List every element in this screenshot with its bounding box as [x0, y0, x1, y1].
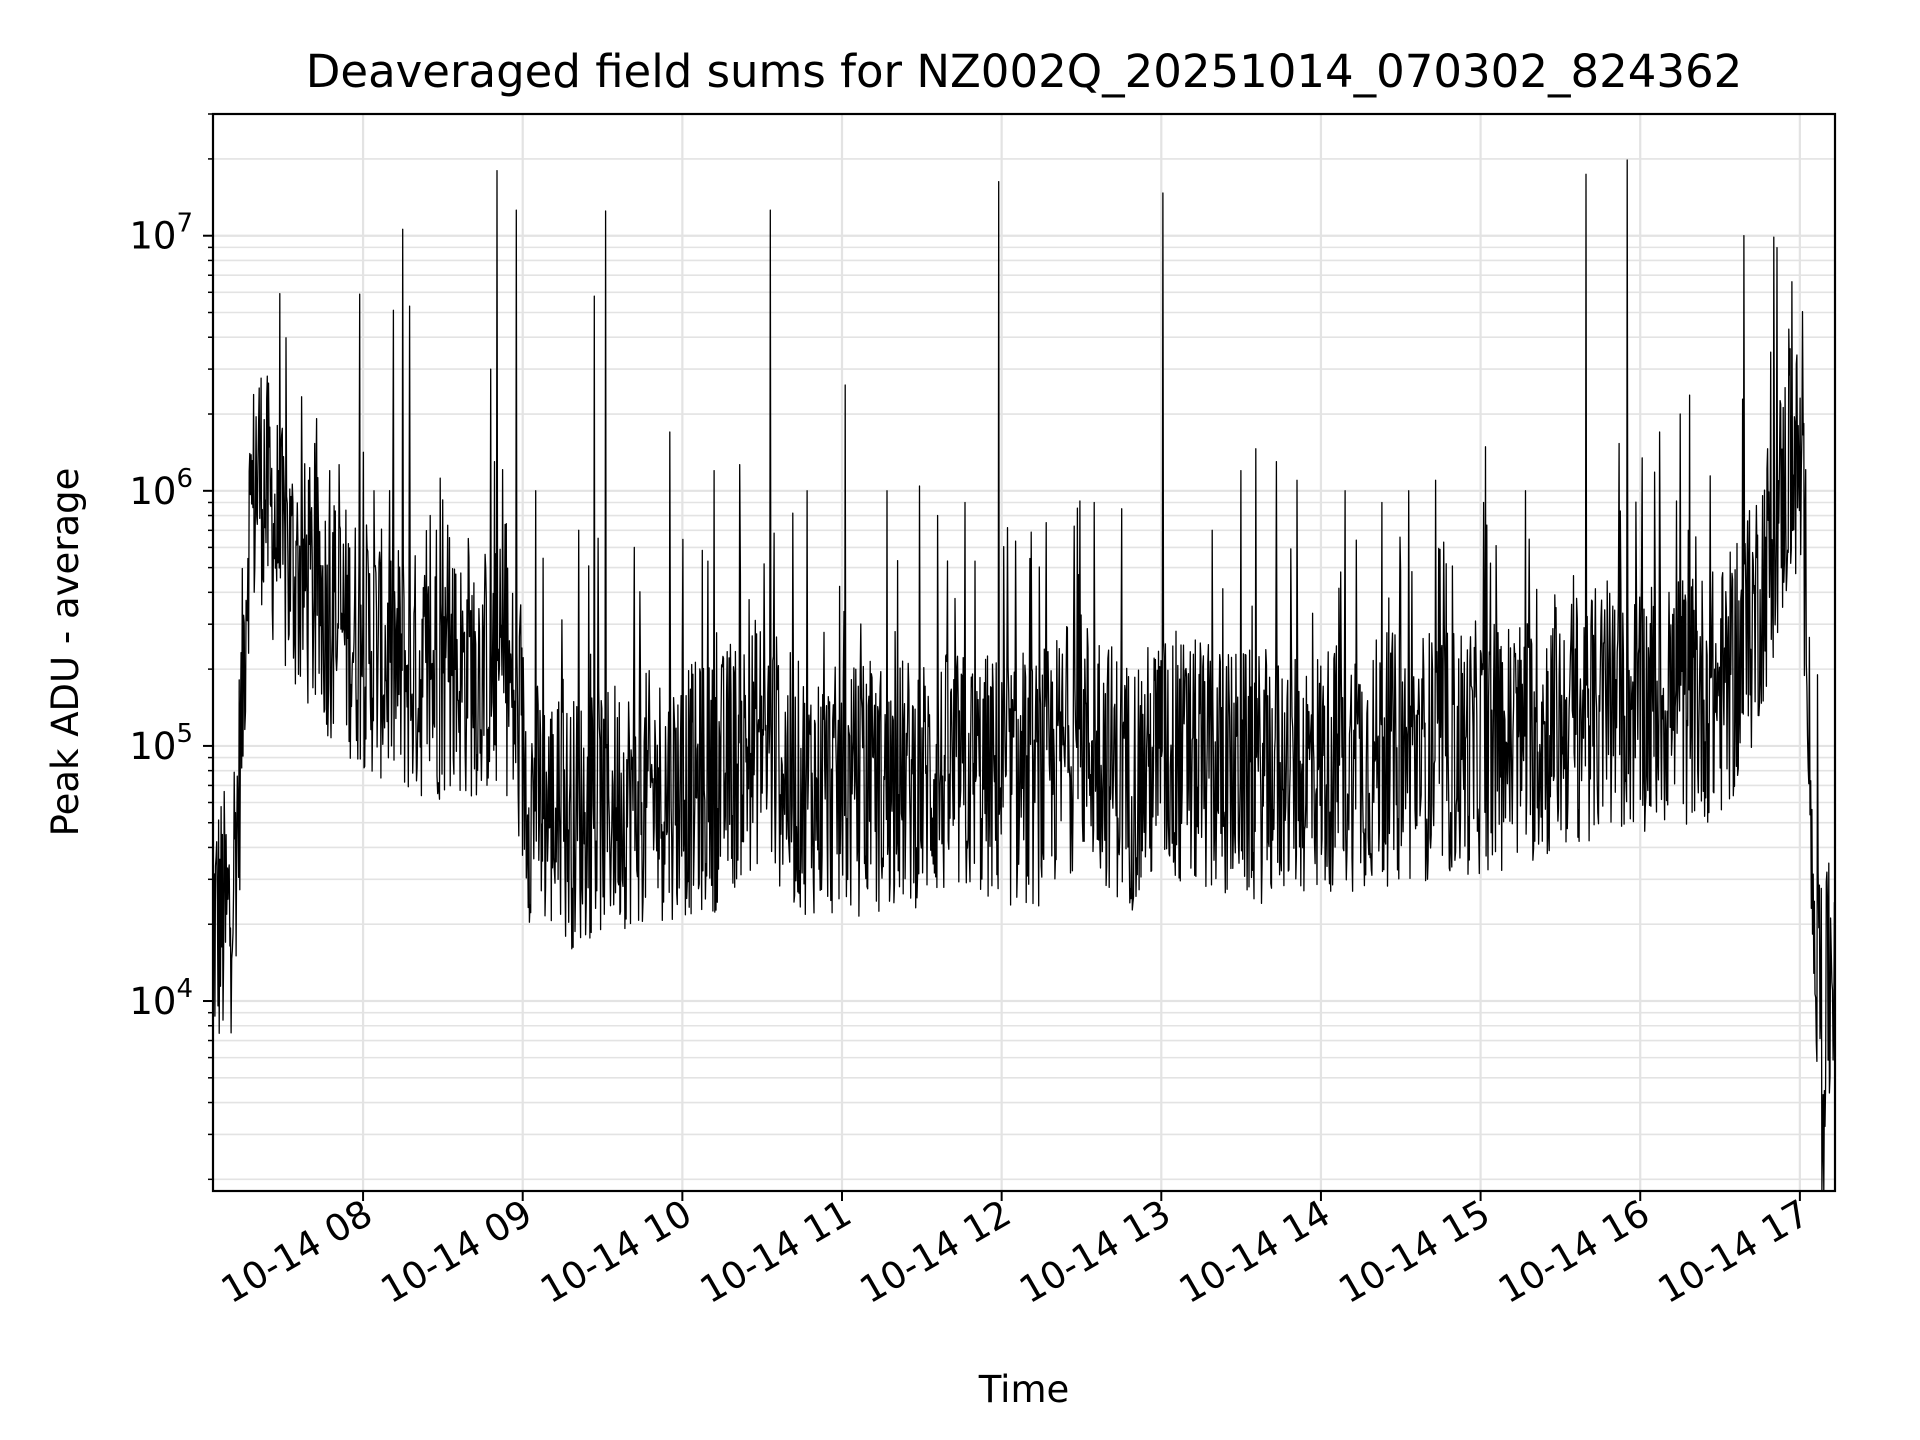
y-axis-label: Peak ADU - average	[44, 468, 87, 837]
series-layer	[212, 159, 1836, 1192]
grid-layer	[213, 113, 1835, 1191]
y-tick-label: 104	[129, 974, 193, 1023]
y-axis: 104 105 106 107	[129, 113, 213, 1181]
chart-title: Deaveraged field sums for NZ002Q_2025101…	[306, 45, 1742, 98]
plot-frame	[211, 112, 1837, 1193]
y-tick-label: 105	[129, 719, 193, 768]
y-tick-label: 106	[129, 464, 193, 513]
y-tick-label: 107	[129, 209, 193, 258]
series-line	[212, 159, 1836, 1192]
x-axis-label: Time	[978, 1368, 1070, 1411]
